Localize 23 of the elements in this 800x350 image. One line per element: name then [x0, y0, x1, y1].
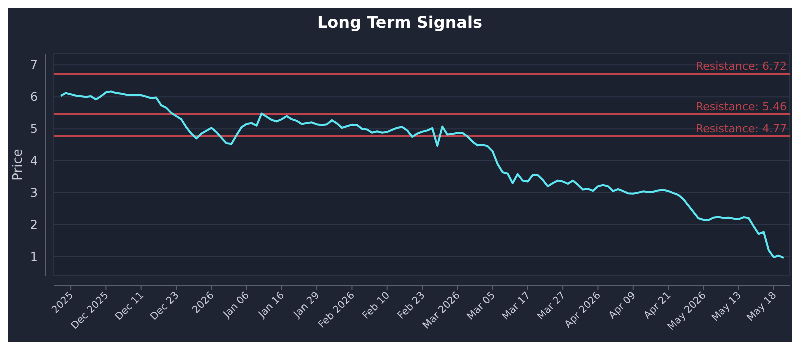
line-series: [60, 90, 785, 260]
x-tick-label: Jan 29: [292, 290, 322, 321]
x-tick-label: Feb 10: [360, 290, 392, 322]
x-tick-label: Mar 17: [500, 290, 534, 323]
ref-line-label: Resistance: 5.46: [696, 100, 787, 114]
y-tick-label: 7: [30, 58, 38, 72]
y-tick-label: 1: [30, 250, 38, 264]
x-tick-label: Mar 05: [466, 290, 498, 323]
x-tick-label: Apr 21: [642, 290, 674, 322]
x-tick-label: Jan 16: [256, 290, 288, 321]
y-tick-label: 6: [30, 90, 38, 104]
x-tick-label: Apr 09: [607, 290, 638, 322]
y-tick-label: 4: [30, 154, 38, 168]
ref-line-label: Resistance: 4.77: [696, 122, 787, 136]
chart-title: Long Term Signals: [317, 13, 483, 32]
x-tick-label: Dec 11: [114, 290, 146, 324]
y-axis-title: Price: [11, 149, 26, 181]
x-tick-label: Jan 06: [221, 290, 252, 321]
y-tick-label: 5: [30, 122, 38, 136]
ref-line-label: Resistance: 6.72: [696, 60, 787, 74]
y-tick-label: 2: [30, 218, 38, 232]
x-tick-label: Dec 23: [148, 290, 182, 324]
y-tick-label: 3: [30, 186, 38, 200]
